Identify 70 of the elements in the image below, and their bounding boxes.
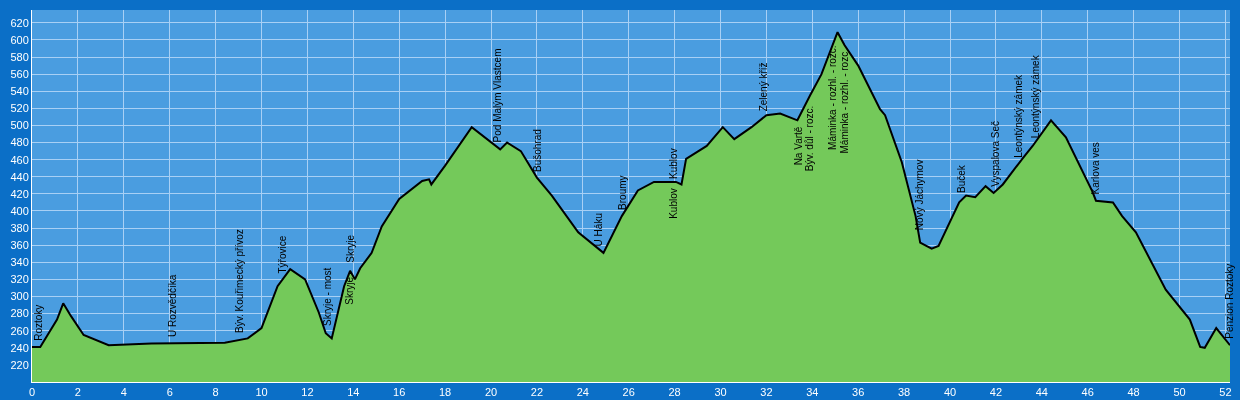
x-tick-label: 38 (897, 386, 911, 399)
y-tick-label: 540 (10, 85, 29, 98)
x-tick-label: 30 (714, 386, 727, 399)
x-tick-label: 32 (760, 386, 773, 399)
x-tick-label: 8 (212, 386, 219, 399)
y-tick-label: 380 (10, 221, 29, 234)
x-tick-label: 18 (438, 386, 452, 399)
y-tick-label: 240 (10, 341, 29, 354)
annotation: Skryje (345, 234, 357, 263)
x-tick-label: 48 (1127, 386, 1140, 399)
x-tick-label: 40 (943, 386, 957, 399)
x-tick-label: 36 (852, 386, 865, 399)
y-tick-label: 220 (10, 358, 29, 371)
annotation: Máminka - rozhl. - rozc (839, 51, 851, 154)
x-tick-label: 26 (622, 386, 635, 399)
x-tick-label: 0 (28, 386, 36, 399)
annotation: Skryje - most (322, 267, 334, 326)
y-tick-label: 520 (10, 102, 29, 115)
x-tick-label: 10 (255, 386, 268, 399)
annotation: Býv. Kouřimecký přívoz (234, 229, 246, 333)
x-tick-label: 2 (74, 386, 81, 399)
y-tick-label: 440 (10, 170, 29, 183)
x-tick-label: 28 (668, 386, 681, 399)
y-tick-label: 560 (10, 67, 29, 80)
x-tick-label: 52 (1219, 386, 1232, 399)
annotation: Zelený kříž (757, 62, 769, 112)
y-tick-label: 620 (10, 16, 29, 29)
x-tick-label: 24 (576, 386, 589, 399)
annotation: Leontýnský zámek (1012, 73, 1024, 158)
y-tick-label: 260 (10, 324, 29, 337)
annotation: Leontýnský zámek (1029, 54, 1041, 139)
x-tick-label: 42 (989, 386, 1003, 399)
x-tick-label: 6 (166, 386, 173, 399)
annotation: Karlova ves (1090, 142, 1102, 195)
y-tick-label: 340 (10, 256, 29, 269)
y-tick-label: 280 (10, 307, 29, 320)
x-tick-label: 44 (1035, 386, 1048, 399)
x-tick-label: 50 (1173, 386, 1186, 399)
y-tick-label: 400 (10, 204, 29, 217)
annotation: U Rozvědčíka (166, 274, 178, 338)
annotation: Pod Malým Vlastcem (492, 48, 504, 143)
annotation: Týřovice (276, 235, 288, 274)
y-tick-label: 500 (10, 119, 29, 132)
annotation: Býv. důl - rozc. (803, 105, 815, 172)
x-tick-label: 12 (301, 386, 314, 399)
y-tick-label: 360 (10, 239, 29, 252)
y-tick-label: 300 (10, 290, 29, 303)
x-tick-label: 34 (806, 386, 819, 399)
annotation: Vyspalova Seč (989, 120, 1001, 187)
annotation: Kublov (668, 188, 680, 219)
x-tick-label: 46 (1081, 386, 1094, 399)
y-tick-label: 460 (10, 153, 29, 166)
annotation: Penzion Roztoky (1224, 263, 1236, 339)
annotation: Broumy (616, 175, 628, 210)
annotation: Roztoky (32, 304, 44, 341)
y-tick-label: 580 (10, 50, 29, 63)
y-tick-label: 600 (10, 33, 29, 46)
y-tick-label: 320 (10, 273, 29, 286)
x-tick-label: 22 (530, 386, 544, 399)
annotation: Skryje (344, 276, 356, 305)
annotation: Buček (955, 164, 967, 193)
x-tick-label: 14 (347, 386, 360, 399)
annotation: Na Vartě (792, 126, 804, 166)
x-tick-label: 4 (120, 386, 127, 399)
annotation: Bušohrad (531, 129, 543, 173)
y-tick-label: 480 (10, 136, 29, 149)
annotation: Kublov (668, 148, 680, 179)
y-tick-label: 420 (10, 187, 29, 200)
x-tick-label: 16 (393, 386, 406, 399)
x-tick-label: 20 (484, 386, 498, 399)
